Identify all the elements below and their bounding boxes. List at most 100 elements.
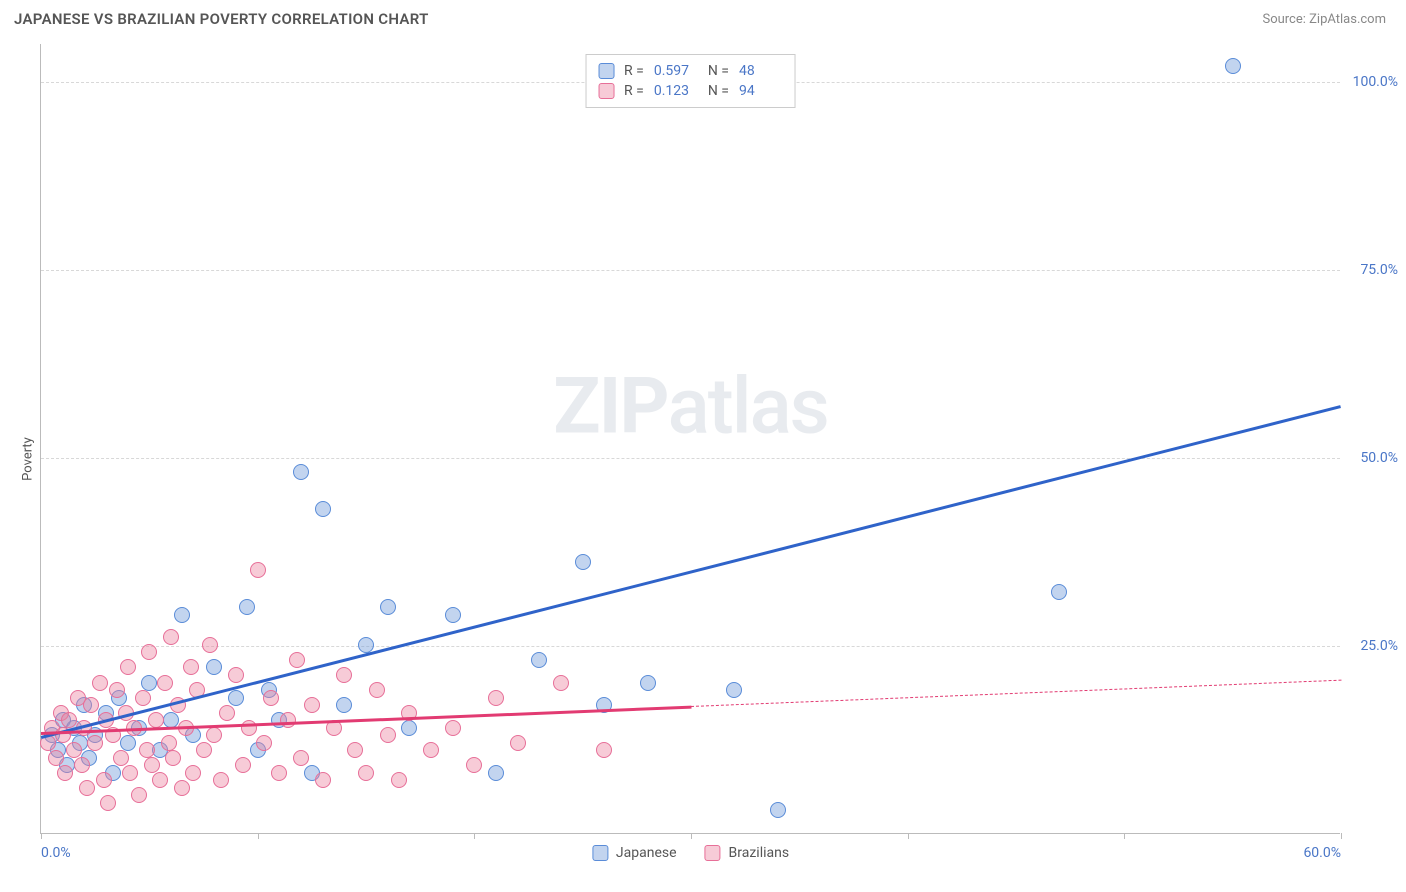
legend-swatch <box>598 83 614 99</box>
scatter-point <box>575 554 591 570</box>
y-tick-label: 25.0% <box>1360 638 1398 654</box>
scatter-point <box>770 802 786 818</box>
x-tick <box>258 833 259 839</box>
scatter-point <box>213 772 229 788</box>
chart-title: JAPANESE VS BRAZILIAN POVERTY CORRELATIO… <box>14 10 429 28</box>
scatter-point <box>293 464 309 480</box>
scatter-point <box>1051 584 1067 600</box>
plot-area: ZIPatlas R =0.597N =48R =0.123N =94 Japa… <box>40 44 1340 834</box>
watermark: ZIPatlas <box>553 361 828 452</box>
legend-label: Brazilians <box>729 845 790 861</box>
scatter-point <box>174 607 190 623</box>
scatter-point <box>640 675 656 691</box>
scatter-point <box>369 682 385 698</box>
scatter-point <box>48 750 64 766</box>
scatter-point <box>92 675 108 691</box>
scatter-point <box>510 735 526 751</box>
scatter-point <box>141 675 157 691</box>
scatter-point <box>466 757 482 773</box>
scatter-point <box>293 750 309 766</box>
x-tick <box>1341 833 1342 839</box>
scatter-point <box>304 697 320 713</box>
gridline-h <box>41 458 1340 459</box>
scatter-point <box>57 765 73 781</box>
stat-n-value: 94 <box>739 83 783 99</box>
scatter-point <box>228 690 244 706</box>
stat-r-label: R = <box>624 83 644 99</box>
chart-source: Source: ZipAtlas.com <box>1262 12 1386 27</box>
legend-item: Japanese <box>592 845 677 861</box>
y-axis-label: Poverty <box>20 437 35 481</box>
scatter-point <box>141 644 157 660</box>
scatter-point <box>228 667 244 683</box>
x-tick <box>691 833 692 839</box>
scatter-point <box>315 772 331 788</box>
gridline-h <box>41 646 1340 647</box>
scatter-point <box>66 742 82 758</box>
legend-swatch <box>592 845 608 861</box>
scatter-point <box>271 765 287 781</box>
legend-item: Brazilians <box>705 845 790 861</box>
scatter-point <box>596 742 612 758</box>
scatter-point <box>241 720 257 736</box>
scatter-point <box>380 599 396 615</box>
stat-n-value: 48 <box>739 63 783 79</box>
scatter-point <box>488 765 504 781</box>
stat-n-label: N = <box>708 63 729 79</box>
x-tick-label: 0.0% <box>41 845 71 861</box>
trend-line <box>41 405 1342 738</box>
scatter-point <box>336 667 352 683</box>
scatter-point <box>196 742 212 758</box>
scatter-point <box>100 795 116 811</box>
scatter-point <box>336 697 352 713</box>
scatter-point <box>280 712 296 728</box>
scatter-point <box>152 772 168 788</box>
scatter-point <box>96 772 112 788</box>
scatter-point <box>445 720 461 736</box>
scatter-point <box>445 607 461 623</box>
gridline-h <box>41 270 1340 271</box>
y-tick-label: 75.0% <box>1360 262 1398 278</box>
legend-stats-box: R = 0.597 N = 48 R = 0.123 N = 94 <box>585 54 796 108</box>
scatter-point <box>219 705 235 721</box>
chart-container: Poverty ZIPatlas R = 0.597 N = 48 R = 0.123 N … <box>0 34 1406 884</box>
scatter-point <box>120 659 136 675</box>
scatter-point <box>174 780 190 796</box>
scatter-point <box>139 742 155 758</box>
scatter-point <box>206 659 222 675</box>
stat-r-value: 0.597 <box>654 63 698 79</box>
stat-n-label: N = <box>708 83 729 99</box>
scatter-point <box>161 735 177 751</box>
scatter-point <box>87 735 103 751</box>
scatter-point <box>1225 58 1241 74</box>
scatter-point <box>380 727 396 743</box>
scatter-point <box>135 690 151 706</box>
scatter-point <box>122 765 138 781</box>
scatter-point <box>423 742 439 758</box>
scatter-point <box>235 757 251 773</box>
scatter-point <box>553 675 569 691</box>
scatter-point <box>239 599 255 615</box>
scatter-point <box>183 659 199 675</box>
scatter-point <box>256 735 272 751</box>
scatter-point <box>165 750 181 766</box>
x-tick <box>41 833 42 839</box>
legend-stats-row: R = 0.123 N = 94 <box>598 81 783 101</box>
scatter-point <box>202 637 218 653</box>
scatter-point <box>148 712 164 728</box>
scatter-point <box>157 675 173 691</box>
scatter-point <box>206 727 222 743</box>
scatter-point <box>120 735 136 751</box>
legend-stats-row: R = 0.597 N = 48 <box>598 61 783 81</box>
scatter-point <box>401 720 417 736</box>
x-legend: Japanese Brazilians <box>592 845 789 861</box>
scatter-point <box>250 562 266 578</box>
scatter-point <box>347 742 363 758</box>
scatter-point <box>263 690 279 706</box>
scatter-point <box>358 765 374 781</box>
scatter-point <box>488 690 504 706</box>
legend-swatch <box>705 845 721 861</box>
stat-r-value: 0.123 <box>654 83 698 99</box>
stat-r-label: R = <box>624 63 644 79</box>
scatter-point <box>83 697 99 713</box>
